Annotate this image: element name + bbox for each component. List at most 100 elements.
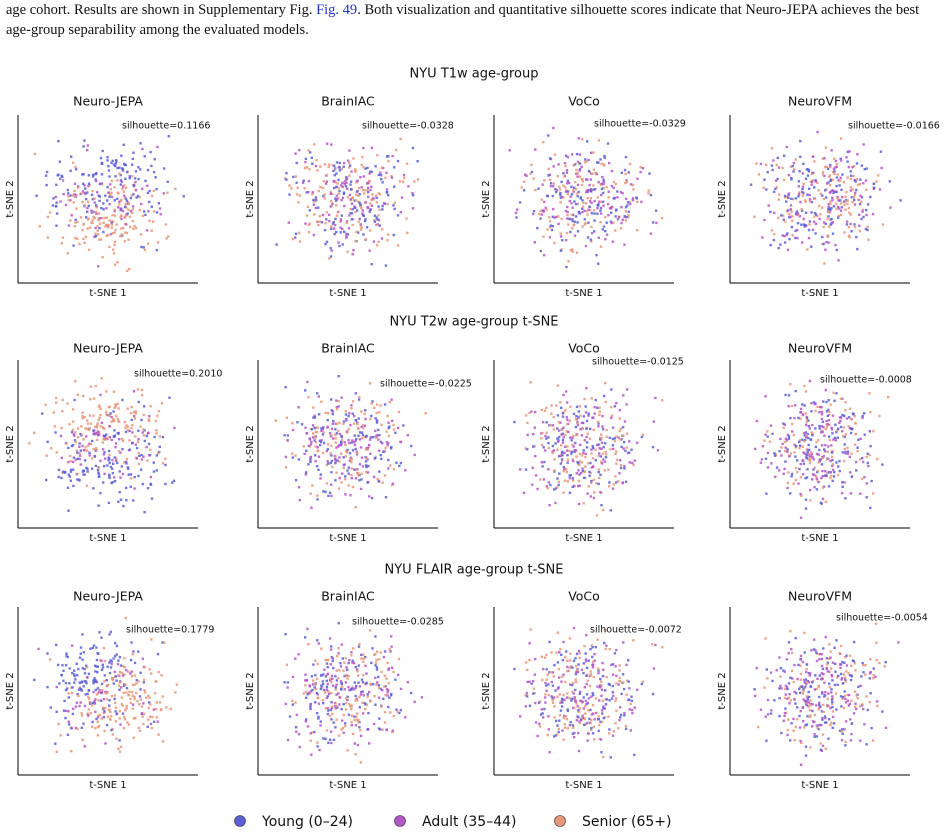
scatter-point bbox=[142, 681, 146, 684]
scatter-point bbox=[865, 496, 868, 499]
scatter-point bbox=[552, 415, 555, 419]
scatter-point bbox=[574, 449, 578, 452]
scatter-point bbox=[543, 409, 547, 412]
scatter-point bbox=[794, 197, 798, 200]
scatter-point bbox=[353, 443, 357, 447]
scatter-point bbox=[618, 417, 621, 420]
scatter-point bbox=[114, 162, 117, 165]
scatter-point bbox=[101, 256, 104, 259]
scatter-point bbox=[384, 176, 387, 180]
scatter-point bbox=[86, 144, 90, 147]
scatter-point bbox=[574, 215, 578, 218]
scatter-point bbox=[587, 462, 590, 465]
scatter-point bbox=[105, 216, 108, 219]
scatter-point bbox=[157, 202, 160, 205]
scatter-point bbox=[564, 186, 567, 189]
scatter-point bbox=[853, 203, 857, 206]
scatter-point bbox=[304, 426, 307, 429]
scatter-point bbox=[350, 202, 354, 205]
scatter-point bbox=[651, 445, 655, 449]
scatter-point bbox=[564, 190, 568, 193]
scatter-point bbox=[567, 223, 570, 226]
scatter-point bbox=[871, 212, 875, 216]
scatter-point bbox=[321, 433, 325, 436]
scatter-point bbox=[534, 188, 537, 192]
scatter-point bbox=[835, 184, 838, 188]
scatter-point bbox=[628, 440, 631, 443]
scatter-point bbox=[829, 706, 832, 710]
scatter-point bbox=[333, 174, 336, 177]
scatter-point bbox=[593, 718, 596, 721]
scatter-point bbox=[835, 207, 838, 210]
figure-link[interactable]: Fig. 49 bbox=[316, 2, 358, 18]
scatter-point bbox=[60, 426, 63, 430]
scatter-point bbox=[811, 180, 814, 184]
scatter-point bbox=[362, 653, 365, 656]
scatter-point bbox=[324, 675, 328, 678]
scatter-point bbox=[381, 442, 384, 445]
scatter-point bbox=[513, 667, 516, 671]
scatter-point bbox=[306, 627, 309, 631]
scatter-point bbox=[883, 665, 886, 668]
scatter-point bbox=[331, 677, 334, 681]
scatter-point bbox=[591, 660, 595, 664]
scatter-point bbox=[804, 431, 808, 434]
scatter-point bbox=[113, 263, 117, 266]
scatter-point bbox=[583, 476, 586, 480]
scatter-point bbox=[86, 191, 89, 194]
scatter-point bbox=[834, 439, 838, 442]
scatter-point bbox=[337, 646, 340, 650]
scatter-point bbox=[557, 222, 560, 226]
scatter-point bbox=[344, 674, 348, 677]
scatter-point bbox=[556, 437, 559, 440]
scatter-point bbox=[155, 454, 158, 457]
scatter-point bbox=[122, 162, 126, 166]
scatter-point bbox=[547, 436, 550, 439]
scatter-point bbox=[522, 189, 526, 192]
scatter-point bbox=[112, 419, 115, 423]
scatter-point bbox=[773, 211, 776, 215]
scatter-point bbox=[71, 686, 74, 689]
scatter-point bbox=[387, 194, 390, 197]
scatter-point bbox=[548, 640, 551, 644]
scatter-point bbox=[570, 202, 573, 205]
scatter-point bbox=[581, 199, 584, 202]
scatter-point bbox=[387, 426, 390, 430]
scatter-point bbox=[573, 484, 576, 488]
scatter-point bbox=[843, 694, 846, 698]
scatter-point bbox=[779, 684, 782, 688]
scatter-point bbox=[576, 230, 580, 233]
scatter-point bbox=[591, 172, 594, 175]
scatter-point bbox=[595, 514, 599, 517]
scatter-point bbox=[138, 208, 141, 212]
scatter-point bbox=[625, 180, 629, 184]
scatter-point bbox=[316, 662, 319, 666]
scatter-point bbox=[547, 715, 550, 718]
scatter-point bbox=[114, 228, 117, 232]
scatter-point bbox=[833, 646, 836, 649]
scatter-point bbox=[335, 185, 338, 188]
scatter-point bbox=[121, 185, 125, 188]
scatter-point bbox=[307, 444, 310, 447]
scatter-point bbox=[333, 186, 336, 190]
scatter-point bbox=[771, 679, 774, 683]
scatter-point bbox=[773, 699, 776, 702]
scatter-point bbox=[575, 702, 578, 705]
scatter-point bbox=[789, 699, 792, 702]
scatter-point bbox=[775, 466, 779, 469]
scatter-cloud bbox=[513, 626, 664, 759]
scatter-point bbox=[554, 187, 557, 191]
scatter-point bbox=[566, 205, 569, 209]
scatter-point bbox=[317, 455, 321, 458]
scatter-point bbox=[811, 423, 814, 427]
scatter-point bbox=[565, 416, 568, 419]
scatter-point bbox=[578, 720, 581, 723]
scatter-point bbox=[786, 733, 789, 737]
scatter-point bbox=[143, 439, 146, 443]
scatter-point bbox=[123, 666, 126, 669]
scatter-point bbox=[881, 463, 884, 466]
scatter-point bbox=[362, 233, 365, 236]
scatter-point bbox=[809, 714, 812, 717]
scatter-point bbox=[861, 416, 864, 420]
scatter-point bbox=[574, 163, 577, 166]
